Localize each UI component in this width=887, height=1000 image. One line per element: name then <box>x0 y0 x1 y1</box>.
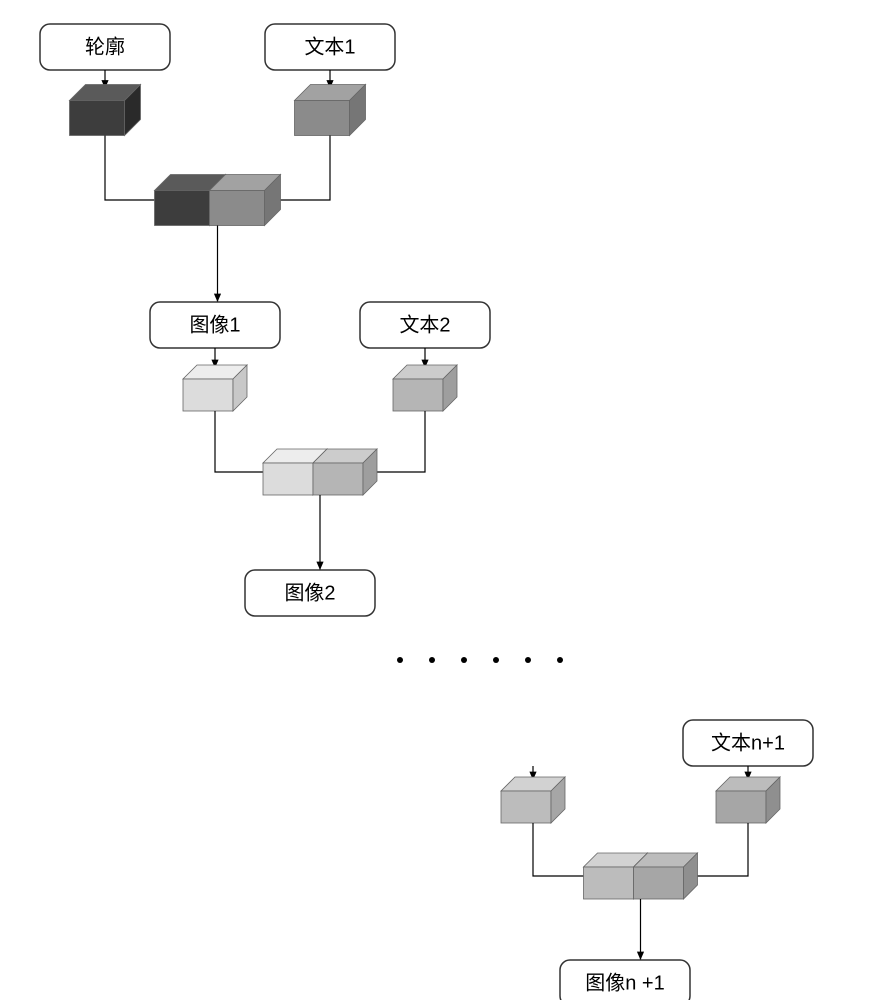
node-2-right-label: 文本n+1 <box>711 731 785 754</box>
cube-1-L-front <box>183 379 233 411</box>
node-0-right-label: 文本1 <box>304 35 355 58</box>
merge-1-right-front <box>313 463 363 495</box>
merge-2-right-front <box>634 867 684 899</box>
ellipsis-dot <box>525 657 531 663</box>
merge-2-left-front <box>584 867 634 899</box>
cube-0-L-front <box>70 101 125 136</box>
node-1-right-label: 文本2 <box>399 313 450 336</box>
cube-2-R-front <box>716 791 766 823</box>
ellipsis-dot <box>493 657 499 663</box>
merge-0-left-front <box>155 191 210 226</box>
cube-1-R-front <box>393 379 443 411</box>
ellipsis-dot <box>397 657 403 663</box>
flowchart: 轮廓 文本1 图像1 文本2 图像2 文本n+1 图像n +1 <box>0 0 887 1000</box>
merge-0-right-front <box>210 191 265 226</box>
node-0-left-label: 轮廓 <box>85 35 125 58</box>
node-2-out-label: 图像n +1 <box>585 971 664 994</box>
cube-2-L-front <box>501 791 551 823</box>
merge-1-left-front <box>263 463 313 495</box>
ellipsis-dot <box>461 657 467 663</box>
node-1-out-label: 图像2 <box>284 581 335 604</box>
ellipsis-dot <box>429 657 435 663</box>
ellipsis-dot <box>557 657 563 663</box>
node-0-out-label: 图像1 <box>189 313 240 336</box>
cube-0-R-front <box>295 101 350 136</box>
